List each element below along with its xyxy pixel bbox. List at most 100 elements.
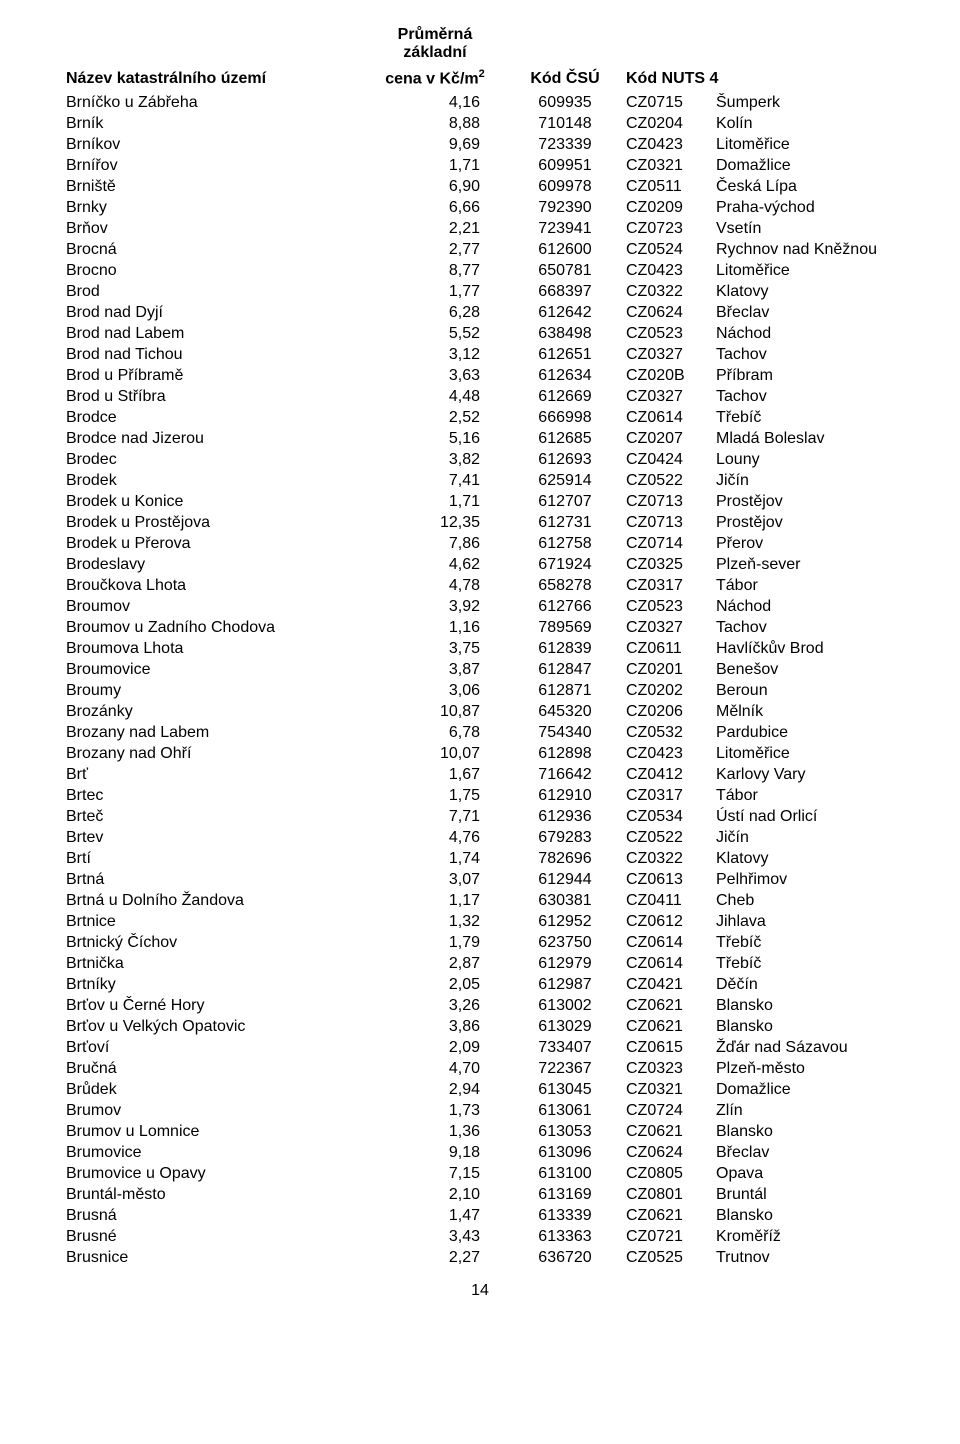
table-row: Brozánky10,87645320CZ0206Mělník <box>60 701 900 722</box>
table-row: Brodek u Konice1,71612707CZ0713Prostějov <box>60 491 900 512</box>
cell-price: 2,87 <box>360 953 510 974</box>
cell-region: Zlín <box>710 1100 900 1121</box>
cell-name: Brnířov <box>60 155 360 176</box>
cell-price: 6,66 <box>360 197 510 218</box>
cell-nuts: CZ0613 <box>620 869 710 890</box>
cell-nuts: CZ0724 <box>620 1100 710 1121</box>
cell-region: Trutnov <box>710 1247 900 1268</box>
cell-price: 3,87 <box>360 659 510 680</box>
cell-price: 2,09 <box>360 1037 510 1058</box>
cell-region: Pelhřimov <box>710 869 900 890</box>
cell-price: 3,75 <box>360 638 510 659</box>
table-row: Broumova Lhota3,75612839CZ0611Havlíčkův … <box>60 638 900 659</box>
cell-price: 12,35 <box>360 512 510 533</box>
table-row: Brod u Stříbra4,48612669CZ0327Tachov <box>60 386 900 407</box>
table-row: Brťov u Velkých Opatovic3,86613029CZ0621… <box>60 1016 900 1037</box>
cell-code: 668397 <box>510 281 620 302</box>
cell-name: Brtná u Dolního Žandova <box>60 890 360 911</box>
cell-code: 710148 <box>510 113 620 134</box>
table-row: Brniště6,90609978CZ0511Česká Lípa <box>60 176 900 197</box>
cell-name: Brtnický Číchov <box>60 932 360 953</box>
table-row: Brtníky2,05612987CZ0421Děčín <box>60 974 900 995</box>
cell-region: Břeclav <box>710 302 900 323</box>
cell-name: Brocná <box>60 239 360 260</box>
table-row: Brťoví2,09733407CZ0615Žďár nad Sázavou <box>60 1037 900 1058</box>
cell-code: 612766 <box>510 596 620 617</box>
cell-nuts: CZ0614 <box>620 932 710 953</box>
cell-nuts: CZ0611 <box>620 638 710 659</box>
cell-nuts: CZ0624 <box>620 1142 710 1163</box>
cell-region: Blansko <box>710 995 900 1016</box>
cell-region: Tachov <box>710 617 900 638</box>
cell-price: 2,94 <box>360 1079 510 1100</box>
cell-name: Bručná <box>60 1058 360 1079</box>
cell-name: Brozánky <box>60 701 360 722</box>
cell-region: Blansko <box>710 1121 900 1142</box>
cell-region: Jičín <box>710 827 900 848</box>
cell-code: 613002 <box>510 995 620 1016</box>
cell-name: Brníčko u Zábřeha <box>60 92 360 113</box>
cell-code: 612758 <box>510 533 620 554</box>
cell-nuts: CZ0621 <box>620 1205 710 1226</box>
cell-name: Brodec <box>60 449 360 470</box>
cell-code: 792390 <box>510 197 620 218</box>
table-row: Brnky6,66792390CZ0209Praha-východ <box>60 197 900 218</box>
cell-code: 754340 <box>510 722 620 743</box>
table-row: Brník8,88710148CZ0204Kolín <box>60 113 900 134</box>
cell-nuts: CZ0411 <box>620 890 710 911</box>
cell-price: 9,18 <box>360 1142 510 1163</box>
cell-region: Plzeň-město <box>710 1058 900 1079</box>
cell-code: 723339 <box>510 134 620 155</box>
table-row: Brníkov9,69723339CZ0423Litoměřice <box>60 134 900 155</box>
cell-name: Brtec <box>60 785 360 806</box>
cell-nuts: CZ0321 <box>620 1079 710 1100</box>
cell-name: Brodce nad Jizerou <box>60 428 360 449</box>
cell-nuts: CZ0522 <box>620 470 710 491</box>
cell-code: 612936 <box>510 806 620 827</box>
cell-price: 2,77 <box>360 239 510 260</box>
cell-region: Mělník <box>710 701 900 722</box>
cell-name: Brusnice <box>60 1247 360 1268</box>
cell-code: 716642 <box>510 764 620 785</box>
cell-nuts: CZ0322 <box>620 848 710 869</box>
cell-price: 8,88 <box>360 113 510 134</box>
cell-region: Ústí nad Orlicí <box>710 806 900 827</box>
cell-price: 2,52 <box>360 407 510 428</box>
cell-price: 4,70 <box>360 1058 510 1079</box>
cell-region: Kroměříž <box>710 1226 900 1247</box>
cell-price: 5,52 <box>360 323 510 344</box>
cell-price: 3,92 <box>360 596 510 617</box>
cell-code: 612669 <box>510 386 620 407</box>
cell-name: Brtníky <box>60 974 360 995</box>
table-row: Brtná3,07612944CZ0613Pelhřimov <box>60 869 900 890</box>
cell-nuts: CZ0621 <box>620 995 710 1016</box>
cell-name: Brťov u Černé Hory <box>60 995 360 1016</box>
cell-price: 7,41 <box>360 470 510 491</box>
cell-name: Brusná <box>60 1205 360 1226</box>
cell-code: 612871 <box>510 680 620 701</box>
cell-price: 3,82 <box>360 449 510 470</box>
cell-nuts: CZ0325 <box>620 554 710 575</box>
cell-name: Brtí <box>60 848 360 869</box>
cell-nuts: CZ020B <box>620 365 710 386</box>
table-row: Brtnický Číchov1,79623750CZ0614Třebíč <box>60 932 900 953</box>
cell-region: Benešov <box>710 659 900 680</box>
table-row: Brnířov1,71609951CZ0321Domažlice <box>60 155 900 176</box>
table-row: Broumov3,92612766CZ0523Náchod <box>60 596 900 617</box>
table-row: Broumov u Zadního Chodova1,16789569CZ032… <box>60 617 900 638</box>
cell-price: 4,76 <box>360 827 510 848</box>
table-row: Brodek7,41625914CZ0522Jičín <box>60 470 900 491</box>
cell-region: Tachov <box>710 344 900 365</box>
header-code: Kód ČSÚ <box>510 66 620 92</box>
cell-region: Domažlice <box>710 1079 900 1100</box>
cell-code: 650781 <box>510 260 620 281</box>
table-row: Broumy3,06612871CZ0202Beroun <box>60 680 900 701</box>
cell-nuts: CZ0713 <box>620 491 710 512</box>
table-row: Brod nad Dyjí6,28612642CZ0624Břeclav <box>60 302 900 323</box>
cell-nuts: CZ0524 <box>620 239 710 260</box>
cell-price: 1,32 <box>360 911 510 932</box>
cell-code: 612731 <box>510 512 620 533</box>
cell-region: Přerov <box>710 533 900 554</box>
cell-nuts: CZ0721 <box>620 1226 710 1247</box>
cell-name: Brodek <box>60 470 360 491</box>
